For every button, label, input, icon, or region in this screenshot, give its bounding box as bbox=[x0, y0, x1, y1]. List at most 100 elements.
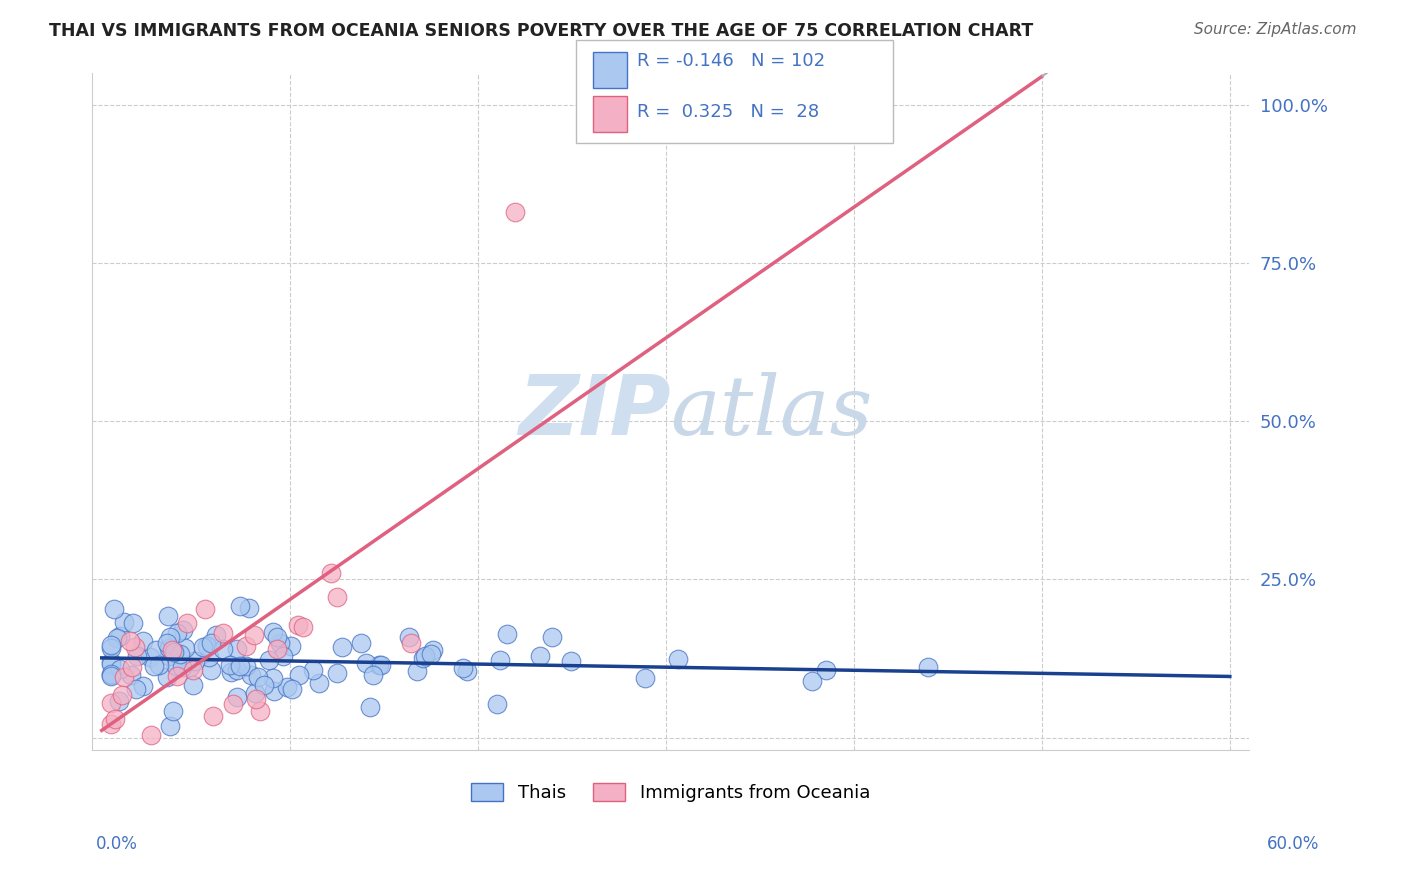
Point bbox=[156, 670, 179, 684]
Point bbox=[398, 630, 420, 644]
Point bbox=[281, 681, 304, 696]
Point bbox=[253, 678, 276, 692]
Text: ZIP: ZIP bbox=[517, 371, 671, 452]
Point bbox=[176, 615, 198, 630]
Point bbox=[247, 669, 270, 683]
Point bbox=[422, 643, 444, 657]
Point bbox=[200, 663, 222, 677]
Point bbox=[200, 636, 222, 650]
Point bbox=[326, 590, 349, 604]
Text: atlas: atlas bbox=[671, 372, 873, 451]
Point bbox=[243, 627, 266, 641]
Point bbox=[301, 663, 323, 677]
Point bbox=[142, 659, 165, 673]
Point bbox=[326, 666, 349, 681]
Point bbox=[121, 616, 143, 631]
Point bbox=[170, 660, 193, 674]
Point bbox=[114, 615, 136, 629]
Point bbox=[100, 667, 122, 681]
Point bbox=[162, 704, 184, 718]
Point bbox=[633, 671, 655, 685]
Point bbox=[194, 601, 217, 615]
Point bbox=[108, 694, 131, 708]
Point bbox=[100, 657, 122, 671]
Point bbox=[529, 649, 551, 664]
Point bbox=[166, 669, 188, 683]
Point bbox=[105, 631, 128, 645]
Point bbox=[361, 668, 384, 682]
Point bbox=[666, 652, 689, 666]
Text: R = -0.146   N = 102: R = -0.146 N = 102 bbox=[637, 53, 825, 70]
Point bbox=[124, 682, 146, 697]
Point bbox=[201, 709, 224, 723]
Point bbox=[100, 668, 122, 682]
Point bbox=[271, 648, 294, 663]
Point bbox=[330, 640, 353, 655]
Point bbox=[100, 638, 122, 652]
Point bbox=[262, 671, 284, 685]
Point bbox=[112, 671, 135, 685]
Point bbox=[405, 664, 427, 678]
Point bbox=[100, 696, 122, 710]
Point bbox=[132, 633, 155, 648]
Point bbox=[287, 618, 309, 632]
Point bbox=[120, 668, 142, 682]
Point bbox=[197, 650, 219, 665]
Point bbox=[138, 650, 160, 665]
Point bbox=[399, 636, 422, 650]
Point bbox=[159, 719, 181, 733]
Point bbox=[245, 692, 267, 706]
Point bbox=[266, 642, 288, 657]
Point bbox=[235, 639, 257, 653]
Point bbox=[205, 628, 228, 642]
Point bbox=[163, 645, 186, 659]
Point bbox=[118, 634, 141, 648]
Point bbox=[243, 686, 266, 700]
Point bbox=[111, 688, 134, 702]
Point bbox=[266, 631, 288, 645]
Point bbox=[156, 636, 179, 650]
Point bbox=[262, 624, 284, 639]
Point bbox=[229, 599, 252, 614]
Point bbox=[453, 661, 475, 675]
Point bbox=[368, 658, 391, 673]
Point bbox=[226, 641, 249, 656]
Point bbox=[125, 649, 148, 664]
Point bbox=[228, 658, 250, 673]
Point bbox=[359, 700, 381, 714]
Text: Source: ZipAtlas.com: Source: ZipAtlas.com bbox=[1194, 22, 1357, 37]
Point bbox=[288, 668, 311, 682]
Point bbox=[108, 662, 131, 676]
Point bbox=[225, 663, 247, 677]
Point bbox=[145, 643, 167, 657]
Point bbox=[132, 679, 155, 693]
Point bbox=[456, 664, 478, 678]
Point bbox=[495, 627, 517, 641]
Point bbox=[103, 602, 125, 616]
Point bbox=[193, 640, 215, 654]
Point bbox=[489, 653, 512, 667]
Point bbox=[156, 608, 179, 623]
Point bbox=[419, 647, 441, 661]
Point bbox=[100, 669, 122, 683]
Point bbox=[184, 654, 207, 668]
Text: THAI VS IMMIGRANTS FROM OCEANIA SENIORS POVERTY OVER THE AGE OF 75 CORRELATION C: THAI VS IMMIGRANTS FROM OCEANIA SENIORS … bbox=[49, 22, 1033, 40]
Point bbox=[505, 205, 527, 219]
Point bbox=[166, 625, 188, 640]
Point bbox=[350, 636, 373, 650]
Point bbox=[280, 640, 302, 654]
Point bbox=[800, 674, 823, 689]
Point bbox=[169, 648, 191, 662]
Point bbox=[100, 641, 122, 656]
Point bbox=[124, 640, 146, 654]
Point bbox=[222, 697, 245, 711]
Point bbox=[160, 643, 183, 657]
Point bbox=[413, 649, 436, 664]
Point bbox=[100, 655, 122, 669]
Point bbox=[239, 668, 262, 682]
Point bbox=[370, 658, 392, 673]
Point bbox=[235, 659, 257, 673]
Point bbox=[269, 636, 291, 650]
Point bbox=[100, 716, 122, 731]
Point bbox=[163, 645, 186, 659]
